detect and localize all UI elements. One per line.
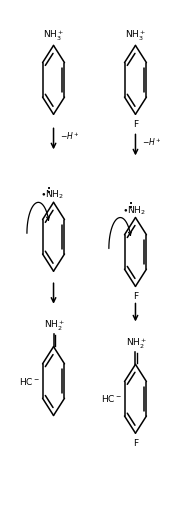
Text: $\bullet$NH$_2$: $\bullet$NH$_2$ — [122, 204, 147, 216]
Text: F: F — [133, 120, 138, 129]
Text: F: F — [133, 439, 138, 448]
Text: NH$_3^+$: NH$_3^+$ — [43, 29, 64, 43]
Text: NH$_3^+$: NH$_3^+$ — [125, 29, 146, 43]
Text: NH$_2^+$: NH$_2^+$ — [44, 319, 65, 333]
Text: NH$_2^+$: NH$_2^+$ — [125, 336, 146, 351]
Text: $\bullet$NH$_2$: $\bullet$NH$_2$ — [40, 189, 65, 202]
Text: HC$^-$: HC$^-$ — [19, 376, 40, 386]
Text: HC$^-$: HC$^-$ — [101, 393, 122, 404]
Text: $-$H$^+$: $-$H$^+$ — [142, 136, 161, 148]
Text: F: F — [133, 293, 138, 301]
Text: :: : — [47, 185, 51, 195]
Text: $-$H$^+$: $-$H$^+$ — [60, 130, 79, 142]
Text: :: : — [129, 201, 133, 210]
